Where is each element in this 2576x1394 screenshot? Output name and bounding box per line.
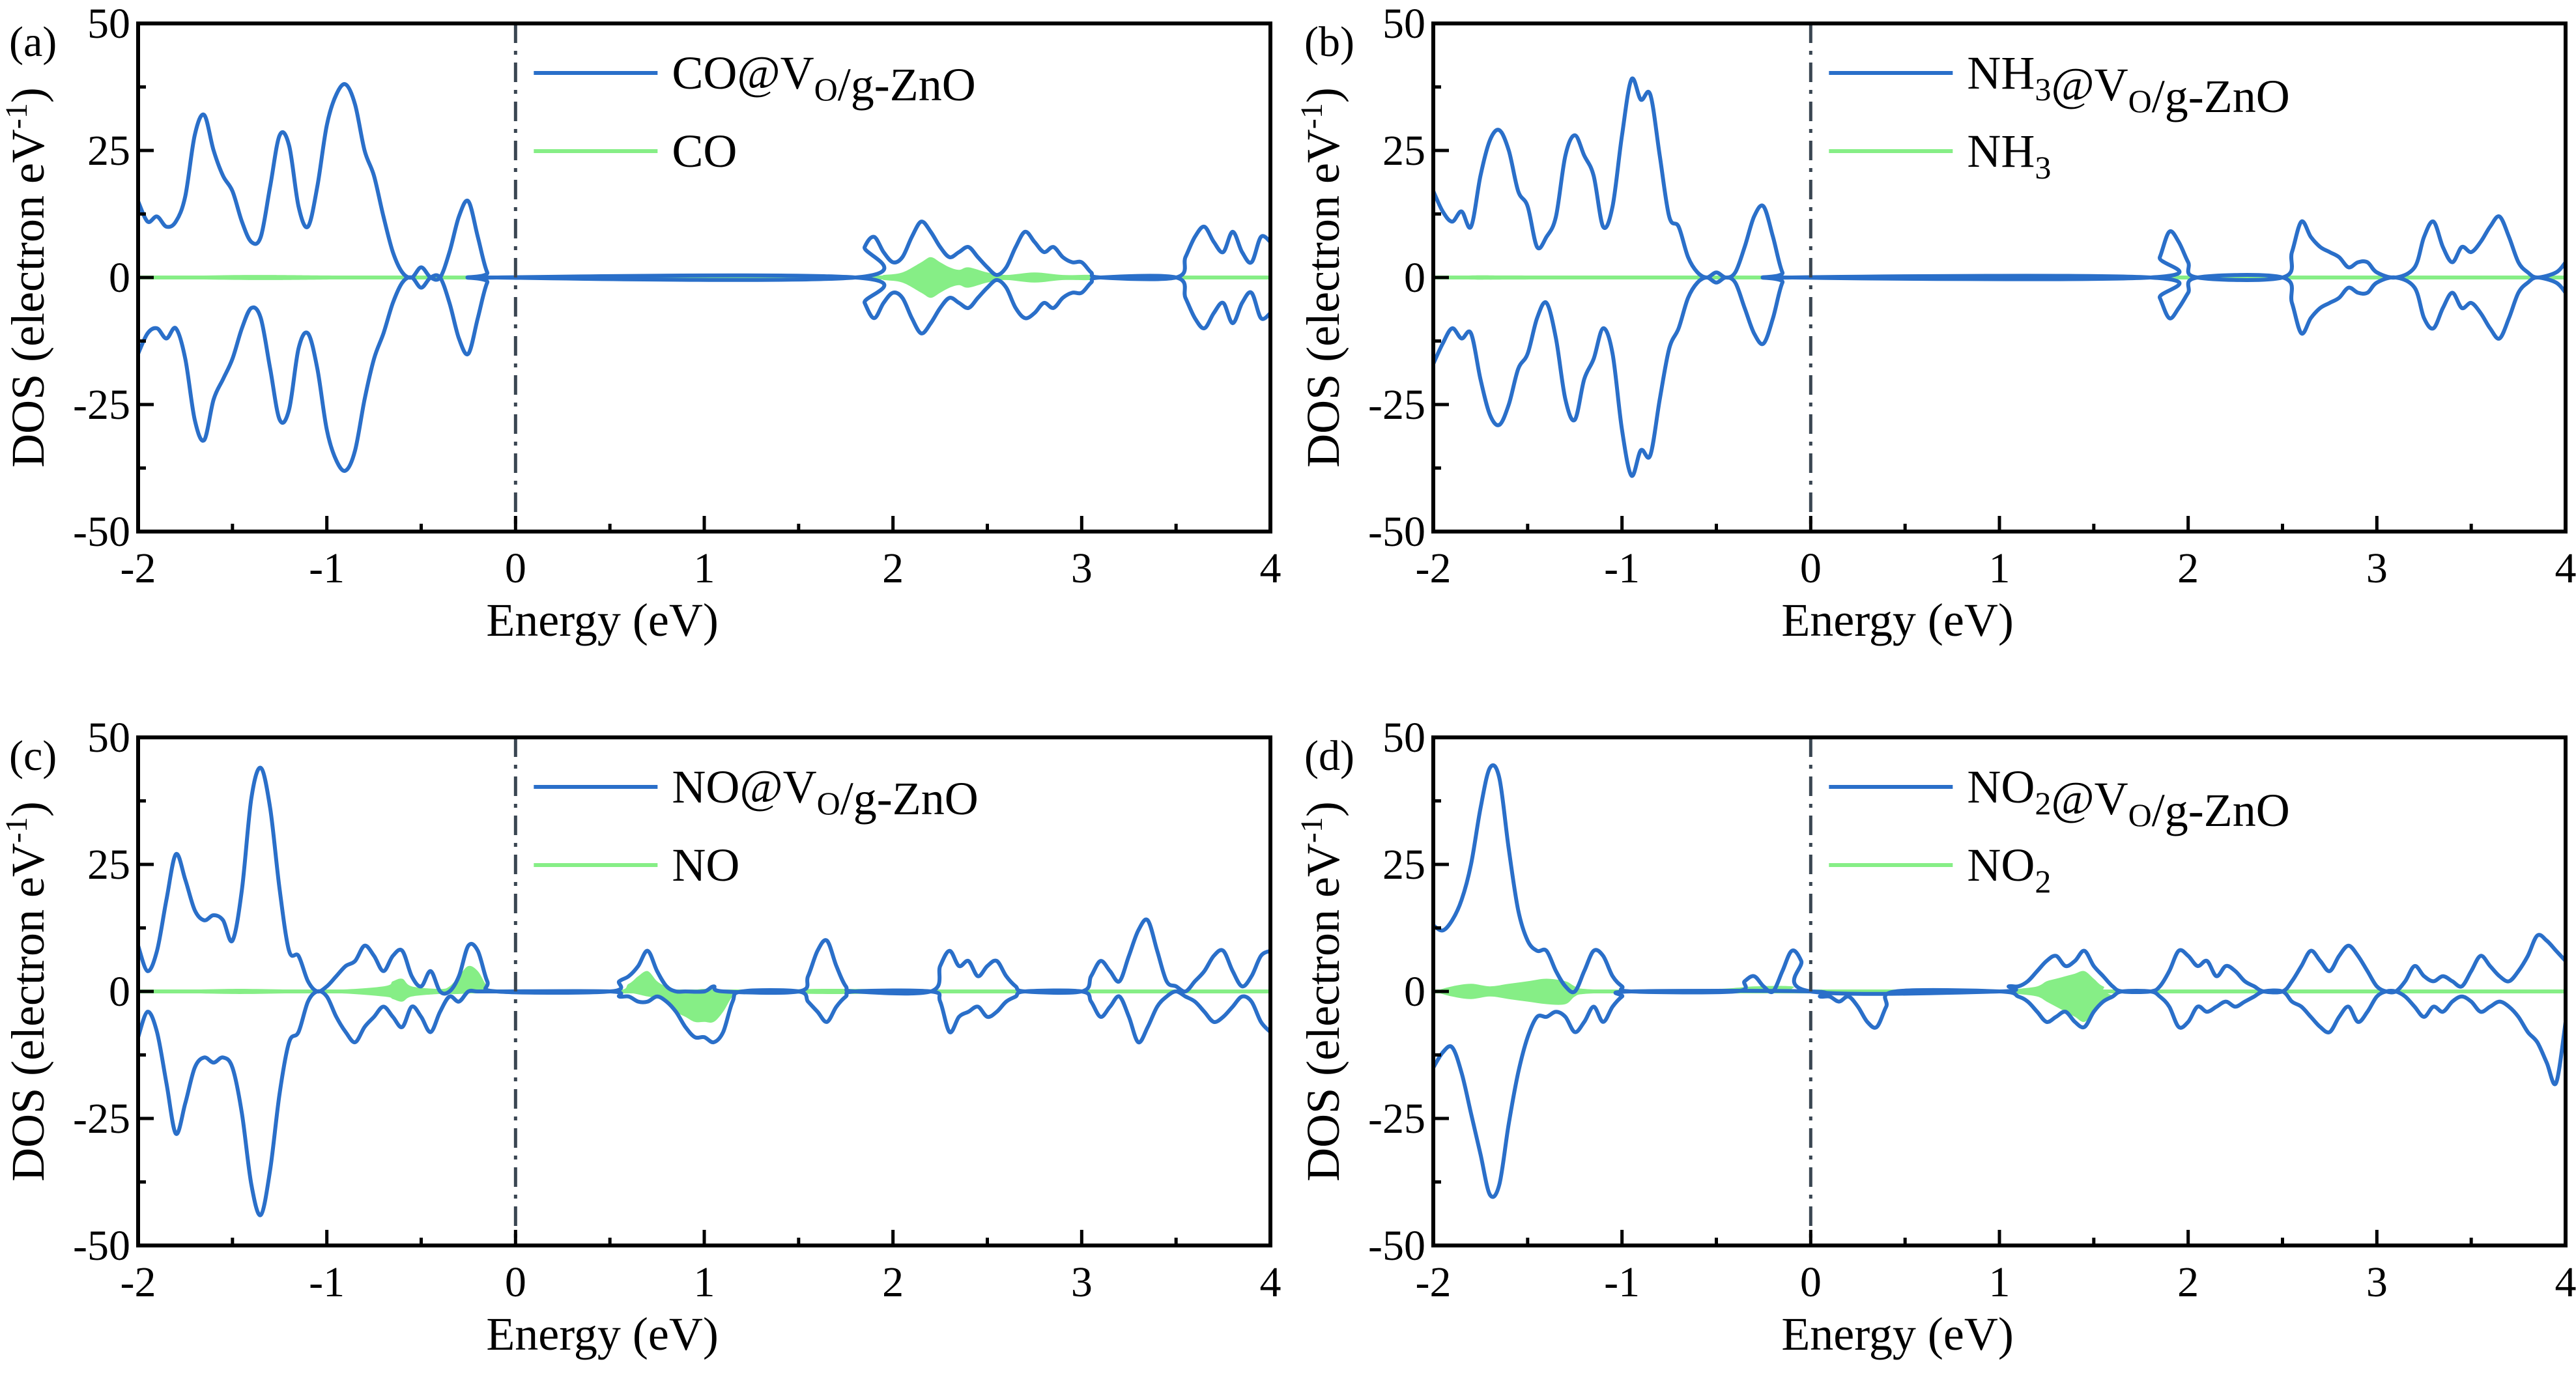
plot-area-a <box>138 82 1270 473</box>
x-tick-label-c: -1 <box>309 1259 345 1306</box>
total-dos-spin-up-line-d <box>1433 763 2566 996</box>
total-dos-spin-down-line-a <box>138 273 1270 473</box>
x-tick-label-b: 1 <box>1989 545 2011 592</box>
panel-d: -2 -1 0 1 2 3 4 50 25 0 -25 -50 (d) Energy (eV) DOS (e… <box>1295 714 2576 1360</box>
legend-entry-a: CO@VO/g-ZnO <box>672 47 975 111</box>
x-axis-title-b: Energy (eV) <box>1781 594 2014 646</box>
y-axis-title-a: DOS (electron eV-1) <box>0 87 54 468</box>
y-tick-label-b: -25 <box>1368 381 1425 429</box>
x-tick-label-d: 1 <box>1989 1259 2011 1306</box>
total-dos-spin-down-line-d <box>1433 988 2566 1199</box>
y-tick-label-c: 0 <box>109 968 130 1016</box>
y-tick-label-d: -25 <box>1368 1095 1425 1143</box>
legend-a: CO@VO/g-ZnO CO <box>534 47 976 177</box>
y-tick-label-c: 50 <box>87 714 130 761</box>
x-tick-label-d: 3 <box>2366 1259 2388 1306</box>
legend-entry-c: NO <box>672 839 739 891</box>
x-tick-label-a: 3 <box>1071 545 1093 592</box>
y-tick-label-a: 0 <box>109 254 130 302</box>
x-tick-label-d: -1 <box>1604 1259 1640 1306</box>
x-tick-label-c: 0 <box>505 1259 526 1306</box>
x-tick-label-d: 4 <box>2555 1259 2576 1306</box>
panel-b: -2 -1 0 1 2 3 4 50 25 0 -25 -50 (b) Energy (eV) DOS (e… <box>1295 0 2576 646</box>
plot-area-d <box>1433 763 2566 1199</box>
y-tick-label-c: 25 <box>87 841 130 889</box>
x-axis-title-c: Energy (eV) <box>486 1308 719 1360</box>
y-tick-label-d: 50 <box>1382 714 1425 761</box>
panel-a: -2 -1 0 1 2 3 4 50 25 0 -25 -50 (a) Energy (eV) DOS (e… <box>0 0 1281 646</box>
x-tick-label-a: 1 <box>694 545 715 592</box>
x-axis-title-a: Energy (eV) <box>486 594 719 646</box>
x-tick-label-b: 3 <box>2366 545 2388 592</box>
adsorbate-spin-up-fill-a <box>138 257 1270 278</box>
y-tick-label-a: -50 <box>73 508 130 556</box>
panel-label-a: (a) <box>9 18 57 66</box>
y-tick-label-a: 50 <box>87 0 130 48</box>
total-dos-spin-up-line-a <box>138 82 1270 282</box>
panel-label-d: (d) <box>1304 732 1354 780</box>
x-tick-label-b: 4 <box>2555 545 2576 592</box>
total-dos-spin-up-line-c <box>138 765 1270 996</box>
x-tick-label-b: -2 <box>1416 545 1452 592</box>
total-dos-spin-up-line-b <box>1433 76 2566 282</box>
x-axis-title-d: Energy (eV) <box>1781 1308 2014 1360</box>
x-tick-label-b: 0 <box>1800 545 1822 592</box>
panel-label-b: (b) <box>1304 18 1354 66</box>
x-tick-label-c: 1 <box>694 1259 715 1306</box>
x-tick-label-c: 3 <box>1071 1259 1093 1306</box>
adsorbate-spin-down-fill-d <box>1433 991 2566 1022</box>
x-tick-label-b: 2 <box>2177 545 2199 592</box>
panel-c: -2 -1 0 1 2 3 4 50 25 0 -25 -50 (c) Energy (eV) DOS (e… <box>0 714 1281 1360</box>
x-tick-label-c: 4 <box>1260 1259 1281 1306</box>
adsorbate-spin-down-fill-a <box>138 277 1270 298</box>
legend-entry-a: CO <box>672 125 737 177</box>
x-tick-label-b: -1 <box>1604 545 1640 592</box>
y-tick-label-d: -50 <box>1368 1222 1425 1270</box>
panel-label-c: (c) <box>9 732 57 780</box>
adsorbate-spin-up-fill-d <box>1433 971 2566 992</box>
plot-area-c <box>138 765 1270 1217</box>
x-tick-label-a: 4 <box>1260 545 1281 592</box>
y-tick-label-b: -50 <box>1368 508 1425 556</box>
y-tick-label-d: 25 <box>1382 841 1425 889</box>
x-tick-label-d: 2 <box>2177 1259 2199 1306</box>
y-axis-title-b: DOS (electron eV-1) <box>1295 87 1350 468</box>
y-tick-label-a: 25 <box>87 127 130 175</box>
legend-c: NO@VO/g-ZnO NO <box>534 761 979 891</box>
x-tick-label-a: -2 <box>121 545 156 592</box>
y-tick-label-c: -25 <box>73 1095 130 1143</box>
plot-area-b <box>1433 76 2566 478</box>
y-tick-label-b: 0 <box>1404 254 1425 302</box>
x-tick-label-d: 0 <box>1800 1259 1822 1306</box>
x-tick-label-d: -2 <box>1416 1259 1452 1306</box>
y-tick-label-b: 50 <box>1382 0 1425 48</box>
y-tick-label-c: -50 <box>73 1222 130 1270</box>
x-tick-label-c: -2 <box>121 1259 156 1306</box>
x-tick-label-a: 0 <box>505 545 526 592</box>
x-tick-label-a: -1 <box>309 545 345 592</box>
legend-entry-b: NH3@VO/g-ZnO <box>1967 47 2289 122</box>
legend-entry-c: NO@VO/g-ZnO <box>672 761 978 825</box>
y-axis-title-d: DOS (electron eV-1) <box>1295 801 1350 1182</box>
adsorbate-spin-down-fill-c <box>138 991 1270 1023</box>
x-tick-label-a: 2 <box>882 545 904 592</box>
total-dos-spin-down-line-c <box>138 988 1270 1217</box>
x-tick-label-c: 2 <box>882 1259 904 1306</box>
y-axis-title-c: DOS (electron eV-1) <box>0 801 54 1182</box>
legend-entry-b: NH3 <box>1967 125 2051 186</box>
y-tick-label-d: 0 <box>1404 968 1425 1016</box>
legend-entry-d: NO2 <box>1967 839 2051 900</box>
y-tick-label-b: 25 <box>1382 127 1425 175</box>
total-dos-spin-down-line-b <box>1433 273 2566 478</box>
legend-entry-d: NO2@VO/g-ZnO <box>1967 761 2289 836</box>
y-tick-label-a: -25 <box>73 381 130 429</box>
